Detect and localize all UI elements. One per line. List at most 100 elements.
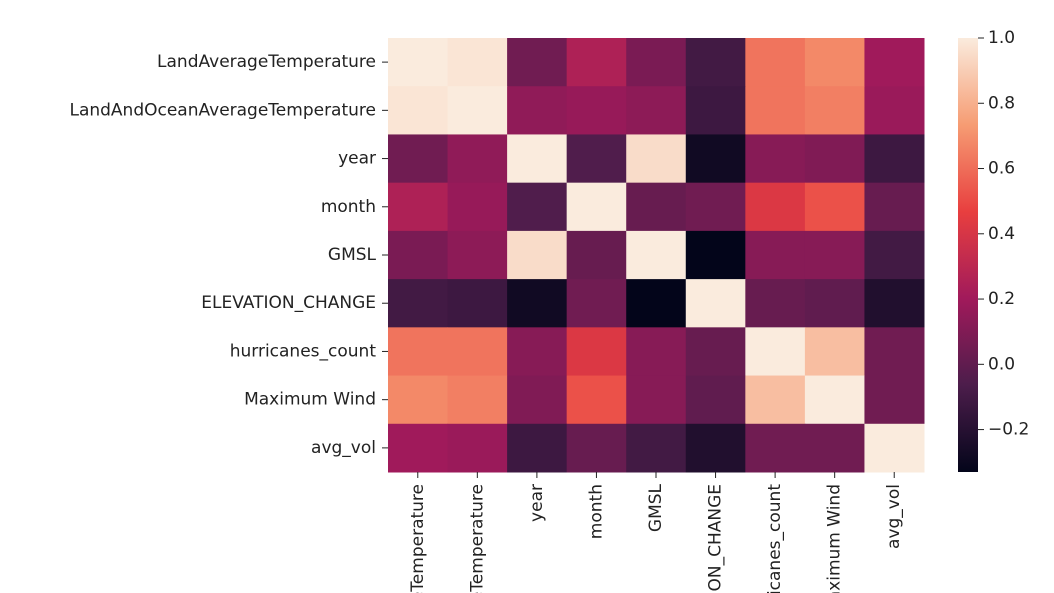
x-tick-label: year: [527, 484, 547, 522]
heatmap-cell: [745, 86, 806, 135]
heatmap-cell: [864, 182, 925, 232]
heatmap-cell: [566, 230, 627, 280]
heatmap-cell: [864, 375, 925, 425]
heatmap-cell: [447, 134, 508, 184]
heatmap-cell: [864, 327, 925, 377]
heatmap-cell: [507, 375, 568, 425]
colorbar-tick-label: 0.0: [988, 354, 1015, 374]
y-tick-label: hurricanes_count: [230, 341, 377, 361]
x-tick-label: LandAverageTemperature: [408, 484, 428, 593]
heatmap-cell: [388, 182, 449, 232]
heatmap-cell: [864, 279, 925, 328]
y-tick-label: month: [321, 197, 376, 217]
y-tick-label: LandAverageTemperature: [157, 52, 376, 72]
heatmap-cell: [804, 327, 865, 377]
x-tick-label: ELEVATION_CHANGE: [706, 484, 726, 593]
heatmap-cell: [804, 375, 865, 425]
heatmap-cell: [388, 230, 449, 280]
heatmap-cell: [447, 86, 508, 135]
heatmap-cell: [864, 134, 925, 184]
heatmap-cell: [626, 423, 687, 473]
heatmap-cell: [388, 423, 449, 473]
heatmap-cell: [447, 375, 508, 425]
heatmap-cell: [566, 86, 627, 135]
heatmap-cell: [507, 134, 568, 184]
heatmap-cell: [804, 134, 865, 184]
heatmap-cell: [685, 230, 746, 280]
heatmap-cell: [388, 134, 449, 184]
heatmap-cell: [507, 423, 568, 473]
colorbar: [958, 38, 978, 472]
x-tick-label: GMSL: [646, 483, 666, 532]
y-tick-label: GMSL: [328, 245, 377, 265]
y-tick-label: Maximum Wind: [244, 390, 376, 410]
heatmap-cell: [507, 279, 568, 328]
heatmap-cell: [388, 327, 449, 377]
heatmap-cell: [685, 38, 746, 87]
heatmap-cell: [804, 279, 865, 328]
heatmap-cell: [745, 423, 806, 473]
heatmap-cell: [626, 134, 687, 184]
heatmap-cell: [388, 86, 449, 135]
heatmap-cell: [447, 230, 508, 280]
heatmap-cell: [745, 134, 806, 184]
heatmap-cell: [864, 230, 925, 280]
heatmap-cell: [804, 182, 865, 232]
heatmap-cell: [566, 279, 627, 328]
heatmap-cell: [804, 230, 865, 280]
heatmap-cell: [685, 375, 746, 425]
colorbar-tick-label: 1.0: [988, 28, 1015, 48]
heatmap-cell: [507, 230, 568, 280]
heatmap-cell: [566, 182, 627, 232]
colorbar-tick-label: 0.8: [988, 93, 1015, 113]
heatmap-cell: [745, 230, 806, 280]
heatmap-cell: [626, 375, 687, 425]
y-tick-label: ELEVATION_CHANGE: [201, 293, 376, 313]
heatmap-cell: [507, 327, 568, 377]
colorbar-tick-label: 0.4: [988, 224, 1015, 244]
x-tick-label: month: [586, 484, 606, 539]
heatmap-cell: [447, 423, 508, 473]
heatmap-cell: [626, 230, 687, 280]
heatmap-cell: [685, 134, 746, 184]
heatmap-cell: [388, 38, 449, 87]
heatmap-cell: [447, 38, 508, 87]
heatmap-cell: [745, 182, 806, 232]
heatmap-cell: [685, 86, 746, 135]
heatmap-cell: [507, 38, 568, 87]
heatmap-cell: [447, 182, 508, 232]
heatmap-cell: [388, 279, 449, 328]
heatmap-cell: [507, 182, 568, 232]
heatmap-cell: [864, 86, 925, 135]
heatmap-cell: [566, 38, 627, 87]
heatmap-cell: [566, 423, 627, 473]
heatmap-cell: [626, 327, 687, 377]
heatmap-cell: [804, 86, 865, 135]
heatmap-cell: [626, 86, 687, 135]
heatmap-cell: [804, 38, 865, 87]
y-tick-label: year: [338, 149, 376, 169]
heatmap-cell: [626, 182, 687, 232]
heatmap-cell: [745, 279, 806, 328]
x-tick-label: Maximum Wind: [825, 484, 845, 593]
heatmap-cell: [804, 423, 865, 473]
x-tick-label: hurricanes_count: [765, 484, 785, 593]
colorbar-tick-label: −0.2: [988, 420, 1029, 440]
heatmap-cell: [566, 327, 627, 377]
heatmap-cell: [864, 423, 925, 473]
heatmap-cell: [685, 182, 746, 232]
heatmap-cell: [685, 423, 746, 473]
heatmap-cell: [626, 279, 687, 328]
y-tick-label: LandAndOceanAverageTemperature: [69, 100, 376, 120]
heatmap-cell: [507, 86, 568, 135]
heatmap-cell: [447, 279, 508, 328]
heatmap-cell: [685, 279, 746, 328]
heatmap-cell: [745, 327, 806, 377]
heatmap-cell: [566, 375, 627, 425]
heatmap-cell: [626, 38, 687, 87]
heatmap-cell: [864, 38, 925, 87]
colorbar-tick-label: 0.2: [988, 289, 1015, 309]
heatmap-cell: [745, 38, 806, 87]
heatmap-cell: [388, 375, 449, 425]
